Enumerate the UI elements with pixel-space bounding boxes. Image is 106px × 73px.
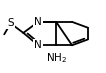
Text: N: N [34, 17, 42, 27]
Text: N: N [34, 40, 42, 50]
Text: NH$_2$: NH$_2$ [46, 51, 67, 65]
Text: S: S [7, 18, 14, 28]
